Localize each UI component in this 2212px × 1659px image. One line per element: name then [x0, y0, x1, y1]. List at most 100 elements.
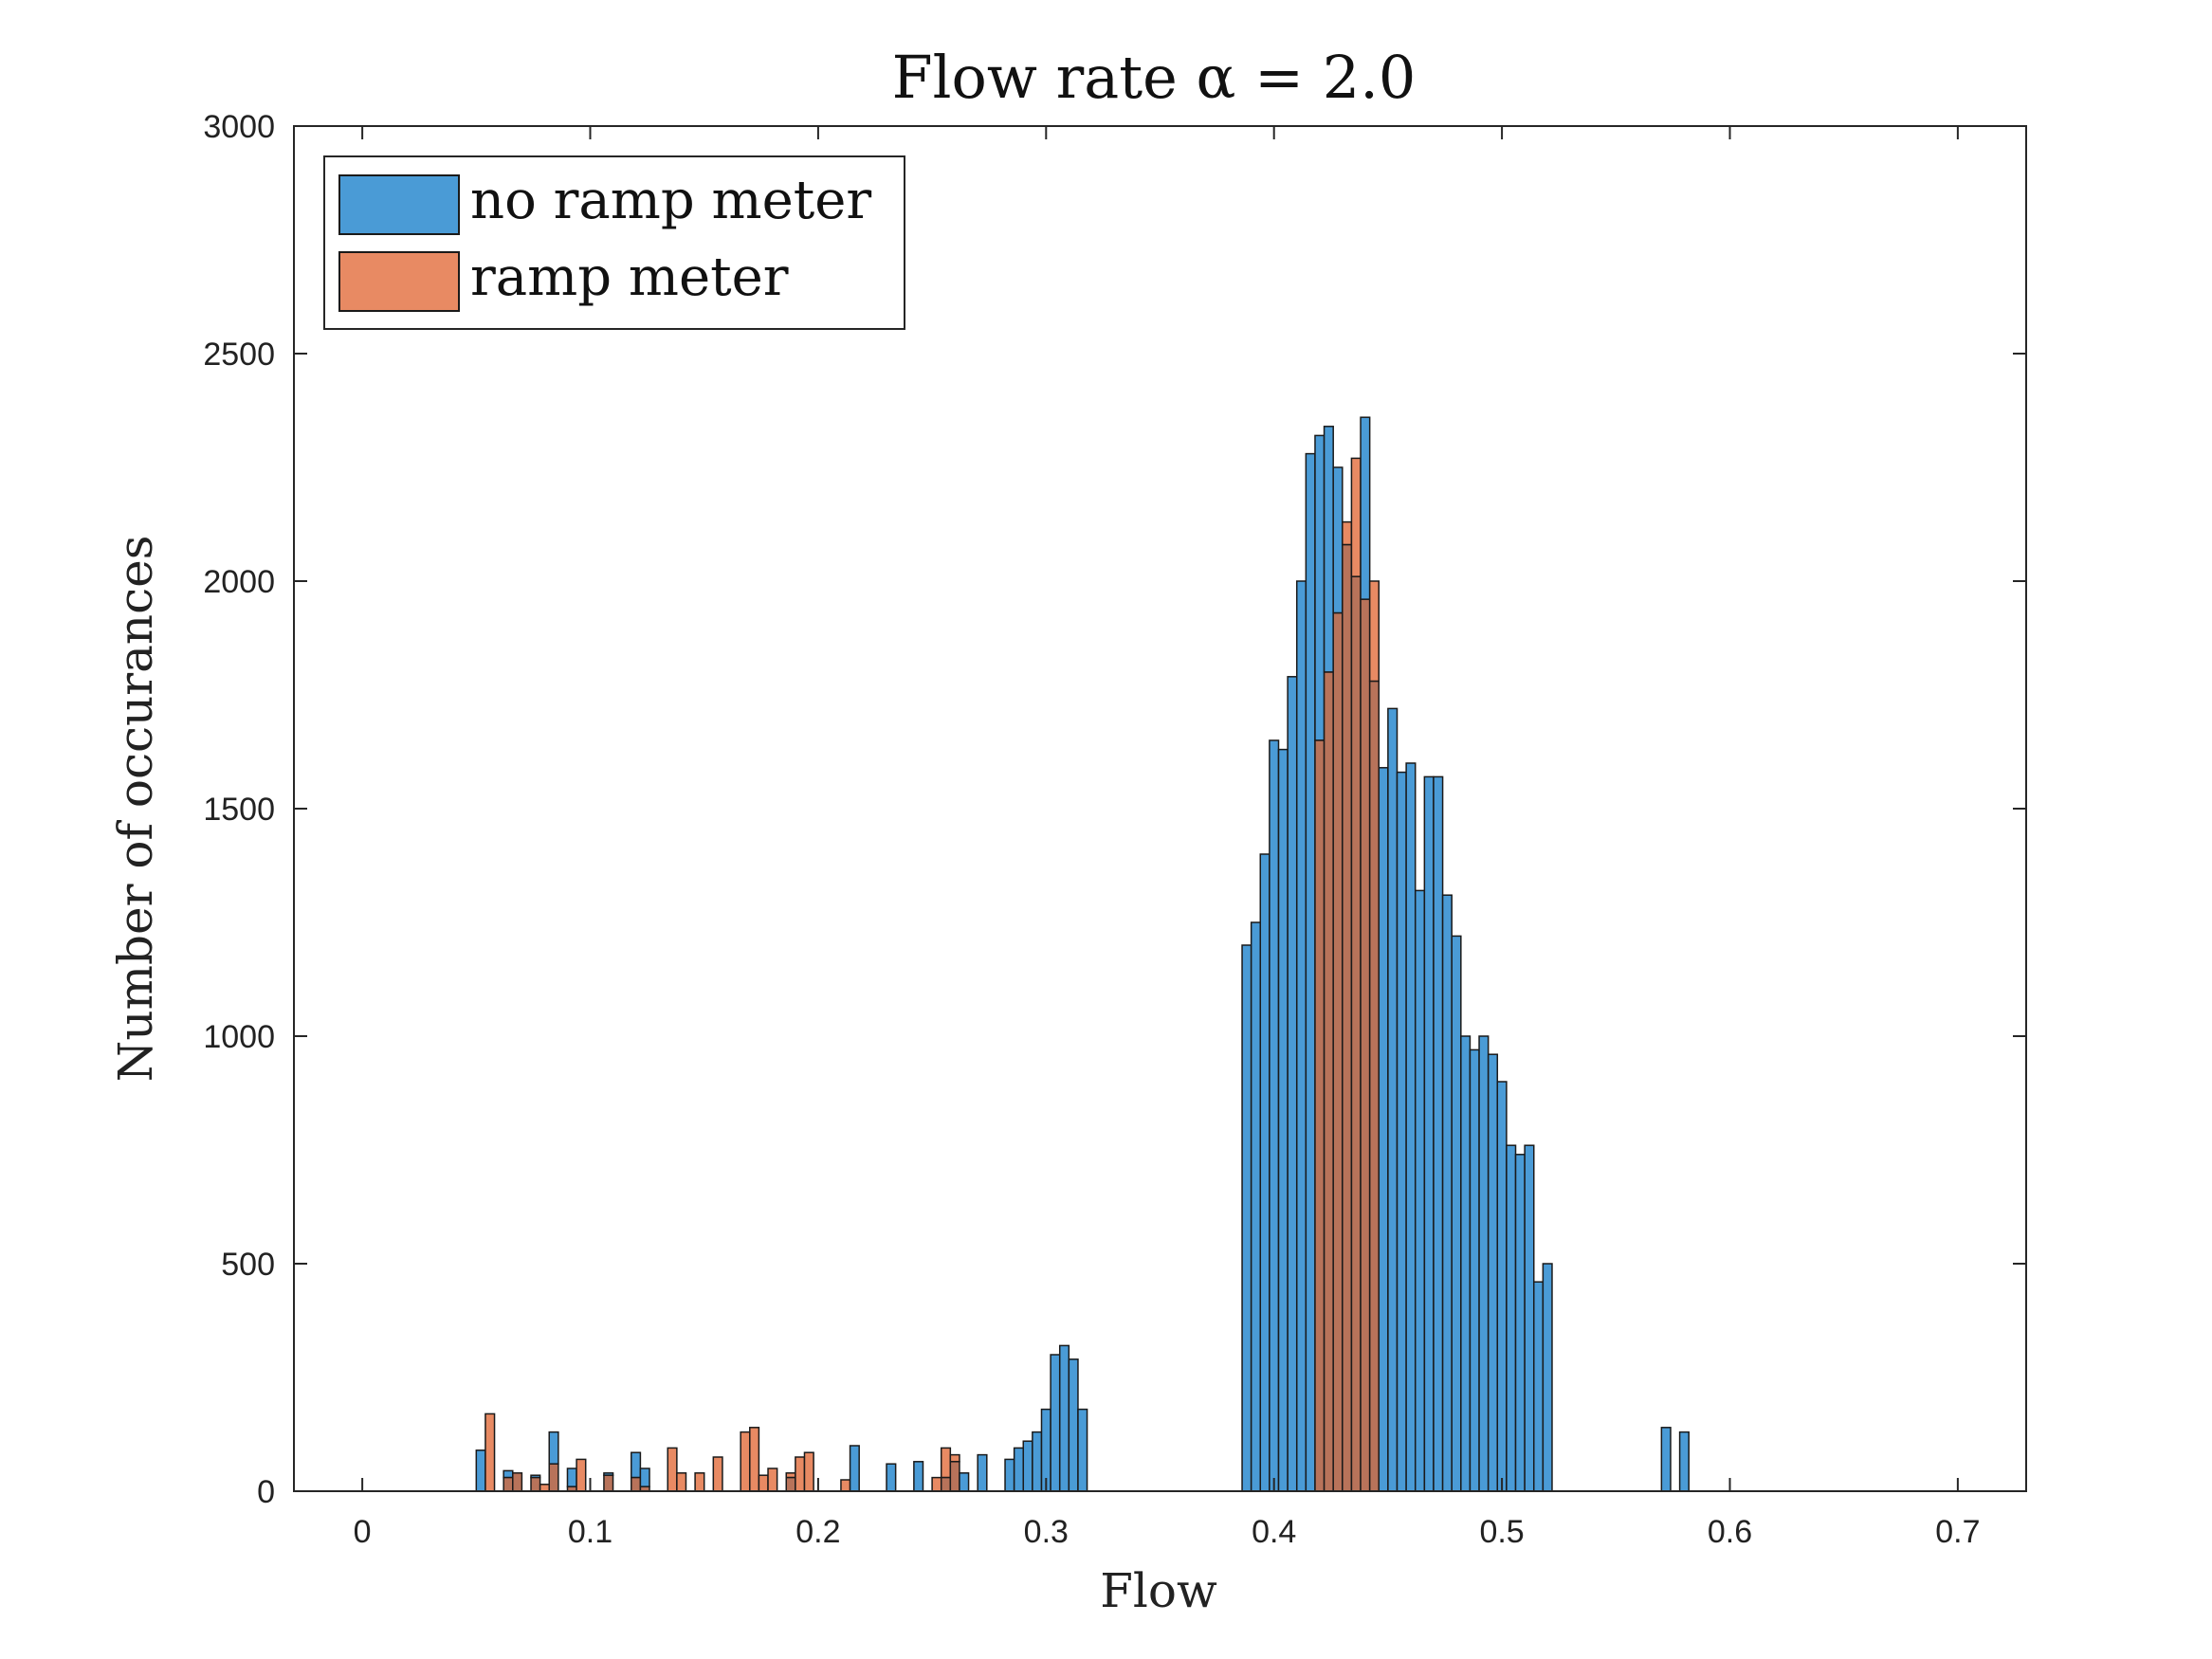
bar-ramp-meter	[1350, 457, 1362, 577]
bar-ramp-meter	[667, 1447, 678, 1492]
bar-no-ramp-meter	[1305, 452, 1316, 1492]
y-tick-label: 1500	[203, 792, 275, 828]
bar-ramp-meter	[840, 1479, 851, 1492]
bar-no-ramp-meter	[1032, 1431, 1043, 1492]
bar-ramp-meter	[767, 1468, 778, 1492]
bar-no-ramp-meter	[1077, 1408, 1088, 1492]
bar-ramp-meter	[758, 1474, 769, 1492]
bar-ramp-meter	[795, 1456, 806, 1492]
bar-no-ramp-meter	[1250, 921, 1262, 1492]
x-tick-label: 0.3	[1024, 1514, 1069, 1550]
bar-no-ramp-meter	[1441, 894, 1453, 1492]
bar-overlap	[1368, 680, 1380, 1492]
bar-overlap	[1314, 739, 1325, 1492]
bar-no-ramp-meter	[1469, 1048, 1480, 1492]
bar-no-ramp-meter	[1460, 1035, 1472, 1492]
bar-ramp-meter	[676, 1472, 687, 1492]
bar-ramp-meter	[931, 1476, 942, 1492]
bar-ramp-meter	[1342, 520, 1353, 546]
legend: no ramp meter ramp meter	[323, 155, 905, 330]
bar-no-ramp-meter	[913, 1461, 924, 1492]
bar-no-ramp-meter	[1451, 935, 1462, 1492]
bar-overlap	[631, 1476, 642, 1492]
bar-no-ramp-meter	[1022, 1440, 1033, 1492]
x-tick-label: 0.2	[795, 1514, 840, 1550]
legend-swatch-no-ramp-meter	[338, 174, 460, 235]
bar-no-ramp-meter	[639, 1468, 650, 1487]
x-tick-label: 0.4	[1252, 1514, 1296, 1550]
bar-no-ramp-meter	[959, 1472, 970, 1492]
chart-title: Flow rate α = 2.0	[892, 43, 1417, 112]
bar-no-ramp-meter	[1396, 771, 1407, 1492]
bar-ramp-meter	[576, 1458, 587, 1492]
bar-no-ramp-meter	[1496, 1081, 1508, 1492]
legend-swatch-ramp-meter	[338, 251, 460, 312]
bar-overlap	[512, 1472, 523, 1492]
bar-no-ramp-meter	[566, 1468, 577, 1487]
bar-no-ramp-meter	[1287, 676, 1298, 1492]
bar-ramp-meter	[694, 1472, 705, 1492]
bar-overlap	[548, 1463, 559, 1492]
bar-ramp-meter	[740, 1431, 751, 1492]
bar-no-ramp-meter	[475, 1449, 486, 1492]
bar-no-ramp-meter	[1068, 1358, 1079, 1492]
bar-no-ramp-meter	[1387, 707, 1398, 1492]
bar-overlap	[785, 1476, 796, 1492]
x-tick-label: 0.6	[1708, 1514, 1752, 1550]
bar-overlap	[1350, 575, 1362, 1492]
bar-overlap	[949, 1461, 960, 1492]
bar-no-ramp-meter	[1259, 853, 1271, 1492]
bar-no-ramp-meter	[1332, 466, 1344, 614]
bar-overlap	[530, 1476, 541, 1492]
x-tick-label: 0	[354, 1514, 372, 1550]
bar-ramp-meter	[484, 1413, 496, 1492]
bar-no-ramp-meter	[1414, 889, 1426, 1492]
bar-no-ramp-meter	[1514, 1154, 1526, 1492]
x-axis-label: Flow	[1100, 1563, 1217, 1618]
y-tick-label: 1000	[203, 1019, 275, 1055]
bar-no-ramp-meter	[1323, 426, 1334, 673]
bar-no-ramp-meter	[1314, 434, 1325, 741]
bar-ramp-meter	[749, 1427, 760, 1492]
legend-label-no-ramp-meter: no ramp meter	[470, 170, 871, 231]
bar-overlap	[940, 1476, 952, 1492]
bar-no-ramp-meter	[849, 1445, 860, 1492]
bar-no-ramp-meter	[1532, 1281, 1545, 1492]
bar-no-ramp-meter	[1360, 416, 1371, 600]
bar-no-ramp-meter	[1487, 1053, 1499, 1492]
bar-no-ramp-meter	[886, 1463, 897, 1492]
y-tick-label: 2500	[203, 337, 275, 373]
x-tick-label: 0.1	[568, 1514, 612, 1550]
bar-no-ramp-meter	[1423, 775, 1435, 1492]
y-axis-ticks: 0 500 1000 1500 2000 2500 3000	[203, 109, 2026, 1510]
bar-overlap	[1332, 611, 1344, 1492]
y-tick-label: 500	[221, 1247, 275, 1283]
y-tick-label: 2000	[203, 564, 275, 600]
bar-no-ramp-meter	[1506, 1144, 1517, 1492]
bar-no-ramp-meter	[1269, 739, 1280, 1492]
bar-no-ramp-meter	[1478, 1035, 1490, 1492]
x-tick-label: 0.7	[1935, 1514, 1980, 1550]
bar-no-ramp-meter	[1378, 767, 1389, 1492]
bar-overlap	[503, 1476, 514, 1492]
y-tick-label: 3000	[203, 109, 275, 145]
bar-no-ramp-meter	[1050, 1354, 1061, 1492]
bar-no-ramp-meter	[1660, 1427, 1672, 1492]
bar-no-ramp-meter	[977, 1453, 988, 1492]
bar-no-ramp-meter	[1295, 580, 1307, 1492]
bar-overlap	[1323, 671, 1334, 1492]
bar-ramp-meter	[1368, 580, 1380, 683]
bar-overlap	[1342, 543, 1353, 1492]
legend-label-ramp-meter: ramp meter	[470, 246, 789, 308]
bar-no-ramp-meter	[1678, 1431, 1690, 1492]
y-axis-label: Number of occurances	[108, 536, 163, 1083]
x-axis-ticks: 0 0.1 0.2 0.3 0.4 0.5 0.6 0.7	[354, 126, 1981, 1550]
bar-no-ramp-meter	[1524, 1144, 1535, 1492]
bar-ramp-meter	[949, 1453, 960, 1463]
bar-ramp-meter	[940, 1447, 952, 1479]
plot-area	[294, 126, 2026, 1491]
bar-no-ramp-meter	[1241, 944, 1252, 1492]
bar-no-ramp-meter	[548, 1431, 559, 1465]
bar-no-ramp-meter	[1013, 1447, 1025, 1492]
